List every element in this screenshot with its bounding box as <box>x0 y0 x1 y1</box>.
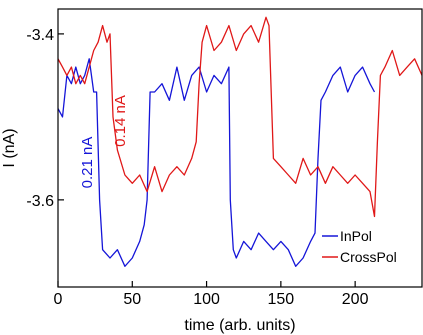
legend-label-crosspol: CrossPol <box>340 249 397 265</box>
x-axis-label: time (arb. units) <box>184 317 295 334</box>
annotation-layer: 0.21 nA 0.14 nA <box>79 95 129 188</box>
series-line-inpol <box>57 58 376 267</box>
x-tick-label: 200 <box>342 291 369 308</box>
y-tick-label: -3.6 <box>26 193 54 210</box>
x-tick-label: 50 <box>123 291 141 308</box>
y-tick-label: -3.4 <box>26 27 54 44</box>
x-tick-label: 0 <box>54 291 63 308</box>
series-layer <box>57 16 423 267</box>
annotation-label: 0.21 nA <box>79 137 96 189</box>
tick-layer: 0 50 100 150 200 -3.4 -3.6 <box>26 27 368 308</box>
legend: InPol CrossPol <box>322 228 397 265</box>
plot-frame <box>57 8 423 288</box>
legend-label-inpol: InPol <box>340 228 372 244</box>
x-tick-label: 100 <box>193 291 220 308</box>
y-axis-label: I (nA) <box>1 128 18 167</box>
series-line-crosspol <box>57 16 423 218</box>
x-tick-label: 150 <box>268 291 295 308</box>
annotation-label: 0.14 nA <box>112 95 129 147</box>
